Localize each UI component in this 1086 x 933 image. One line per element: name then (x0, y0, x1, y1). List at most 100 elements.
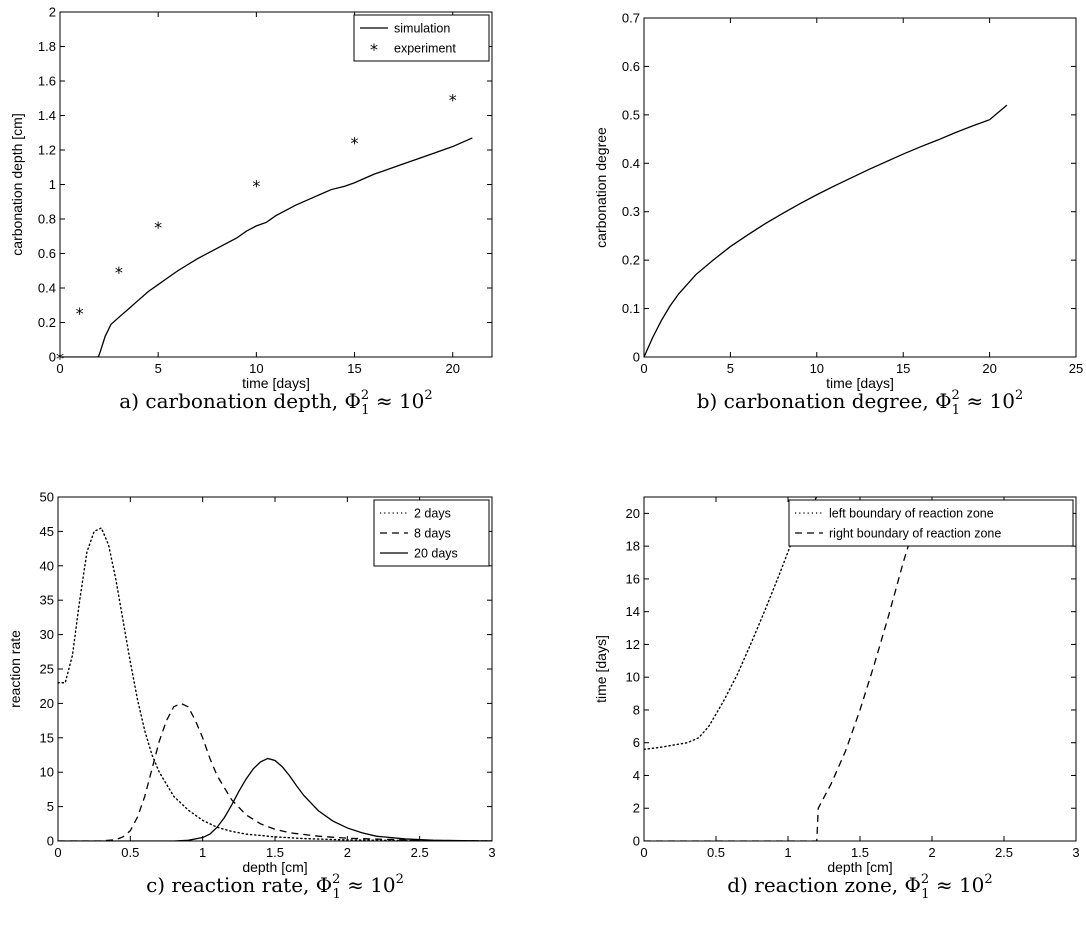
y-axis-label: carbonation depth [cm] (9, 113, 25, 255)
x-tick-label: 20 (445, 361, 459, 376)
legend-label: right boundary of reaction zone (829, 527, 1001, 541)
x-tick-label: 0 (54, 845, 61, 860)
y-tick-label: 0 (49, 350, 56, 365)
x-tick-label: 15 (347, 361, 361, 376)
legend-label: 8 days (414, 527, 451, 541)
y-tick-label: 20 (626, 506, 640, 521)
y-tick-label: 1 (49, 177, 56, 192)
y-tick-label: 1.4 (38, 108, 56, 123)
x-axis-label: depth [cm] (827, 859, 892, 875)
x-tick-label: 1 (784, 845, 791, 860)
data-point-marker: * (76, 304, 84, 323)
series-line-2 (58, 757, 492, 841)
series-line-0 (58, 527, 492, 841)
legend-box (353, 14, 490, 62)
legend-label: left boundary of reaction zone (829, 507, 994, 521)
y-tick-label: 1.6 (38, 74, 56, 89)
chart-d: 0 0.5 1 1.5 2 2.5 3 0 2 4 6 8 10 12 14 16 18 20 depth [cm]… (593, 496, 1080, 902)
chart-b: 0 5 10 15 20 25 0 0.1 0.2 0.3 0.4 0.5 0.6 0.7 time [da… (593, 11, 1083, 419)
y-tick-label: 2 (49, 5, 56, 20)
x-tick-label: 10 (249, 361, 263, 376)
y-tick-label: 15 (40, 730, 54, 745)
legend-label: experiment (394, 42, 456, 56)
legend-box (788, 499, 1074, 547)
x-tick-label: 15 (896, 361, 910, 376)
y-tick-label: 0.6 (622, 59, 640, 74)
y-tick-label: 18 (626, 539, 640, 554)
y-tick-label: 2 (633, 801, 640, 816)
y-tick-label: 0.1 (622, 301, 640, 316)
x-tick-label: 2 (344, 845, 351, 860)
x-tick-label: 1.5 (266, 845, 284, 860)
y-tick-label: 0.4 (622, 156, 640, 171)
x-axis-label: time [days] (242, 375, 310, 391)
series-line-1 (644, 529, 914, 841)
y-tick-label: 0.6 (38, 246, 56, 261)
y-tick-label: 1.2 (38, 143, 56, 158)
y-tick-label: 8 (633, 702, 640, 717)
y-tick-label: 0 (633, 350, 640, 365)
figure-caption: d) reaction zone, Φ2 1 ≈ 102 (727, 872, 992, 902)
x-tick-label: 0 (640, 845, 647, 860)
plot-frame (643, 17, 1077, 358)
y-tick-label: 12 (626, 637, 640, 652)
legend-marker: * (370, 40, 378, 59)
y-tick-label: 20 (40, 696, 54, 711)
x-tick-label: 5 (155, 361, 162, 376)
y-tick-label: 40 (40, 558, 54, 573)
data-point-marker: * (449, 90, 457, 109)
data-point-marker: * (115, 263, 123, 282)
y-tick-label: 0.2 (38, 315, 56, 330)
y-tick-label: 5 (47, 799, 54, 814)
data-point-marker: * (252, 177, 260, 196)
y-tick-label: 35 (40, 593, 54, 608)
series-line-1 (58, 702, 492, 841)
legend-label: 2 days (414, 507, 451, 521)
legend-label: simulation (394, 22, 450, 36)
y-tick-label: 0.5 (622, 107, 640, 122)
y-tick-label: 0.3 (622, 204, 640, 219)
x-tick-label: 20 (982, 361, 996, 376)
x-axis-label: depth [cm] (242, 859, 307, 875)
y-axis-label: reaction rate (7, 630, 23, 708)
x-tick-label: 0 (640, 361, 647, 376)
series-line-0 (60, 137, 473, 357)
legend: 2 days 8 days 20 days (373, 499, 490, 567)
y-axis-label: carbonation degree (593, 127, 609, 248)
y-tick-label: 10 (40, 765, 54, 780)
y-tick-label: 0 (633, 834, 640, 849)
x-tick-label: 3 (1072, 845, 1079, 860)
y-axis-label: time [days] (593, 635, 609, 703)
series-line-0 (644, 104, 1008, 357)
y-tick-label: 25 (40, 662, 54, 677)
x-tick-label: 10 (810, 361, 824, 376)
data-point-marker: * (351, 133, 359, 152)
y-tick-label: 0.7 (622, 11, 640, 26)
legend-label: 20 days (414, 547, 458, 561)
x-axis-label: time [days] (826, 375, 894, 391)
x-tick-label: 0 (56, 361, 63, 376)
plot-frame (643, 496, 1077, 842)
y-tick-label: 0.4 (38, 281, 56, 296)
x-tick-label: 0.5 (707, 845, 725, 860)
x-tick-label: 2.5 (411, 845, 429, 860)
x-tick-label: 3 (488, 845, 495, 860)
y-tick-label: 10 (626, 670, 640, 685)
x-tick-label: 2.5 (995, 845, 1013, 860)
y-tick-label: 4 (633, 768, 640, 783)
x-tick-label: 25 (1069, 361, 1083, 376)
y-tick-label: 0.2 (622, 253, 640, 268)
plot-frame (59, 11, 493, 358)
x-tick-label: 1 (199, 845, 206, 860)
y-tick-label: 0.8 (38, 212, 56, 227)
y-tick-label: 0 (47, 834, 54, 849)
x-tick-label: 0.5 (121, 845, 139, 860)
y-tick-label: 16 (626, 571, 640, 586)
x-tick-label: 1.5 (851, 845, 869, 860)
chart-a: 0 5 10 15 20 0 0.2 0.4 0.6 0.8 1 1.2 1.4 1.6 1.8 2 time … (9, 5, 493, 418)
data-point-marker: * (154, 218, 162, 237)
y-tick-label: 14 (626, 604, 640, 619)
y-tick-label: 45 (40, 524, 54, 539)
y-tick-label: 50 (40, 490, 54, 505)
